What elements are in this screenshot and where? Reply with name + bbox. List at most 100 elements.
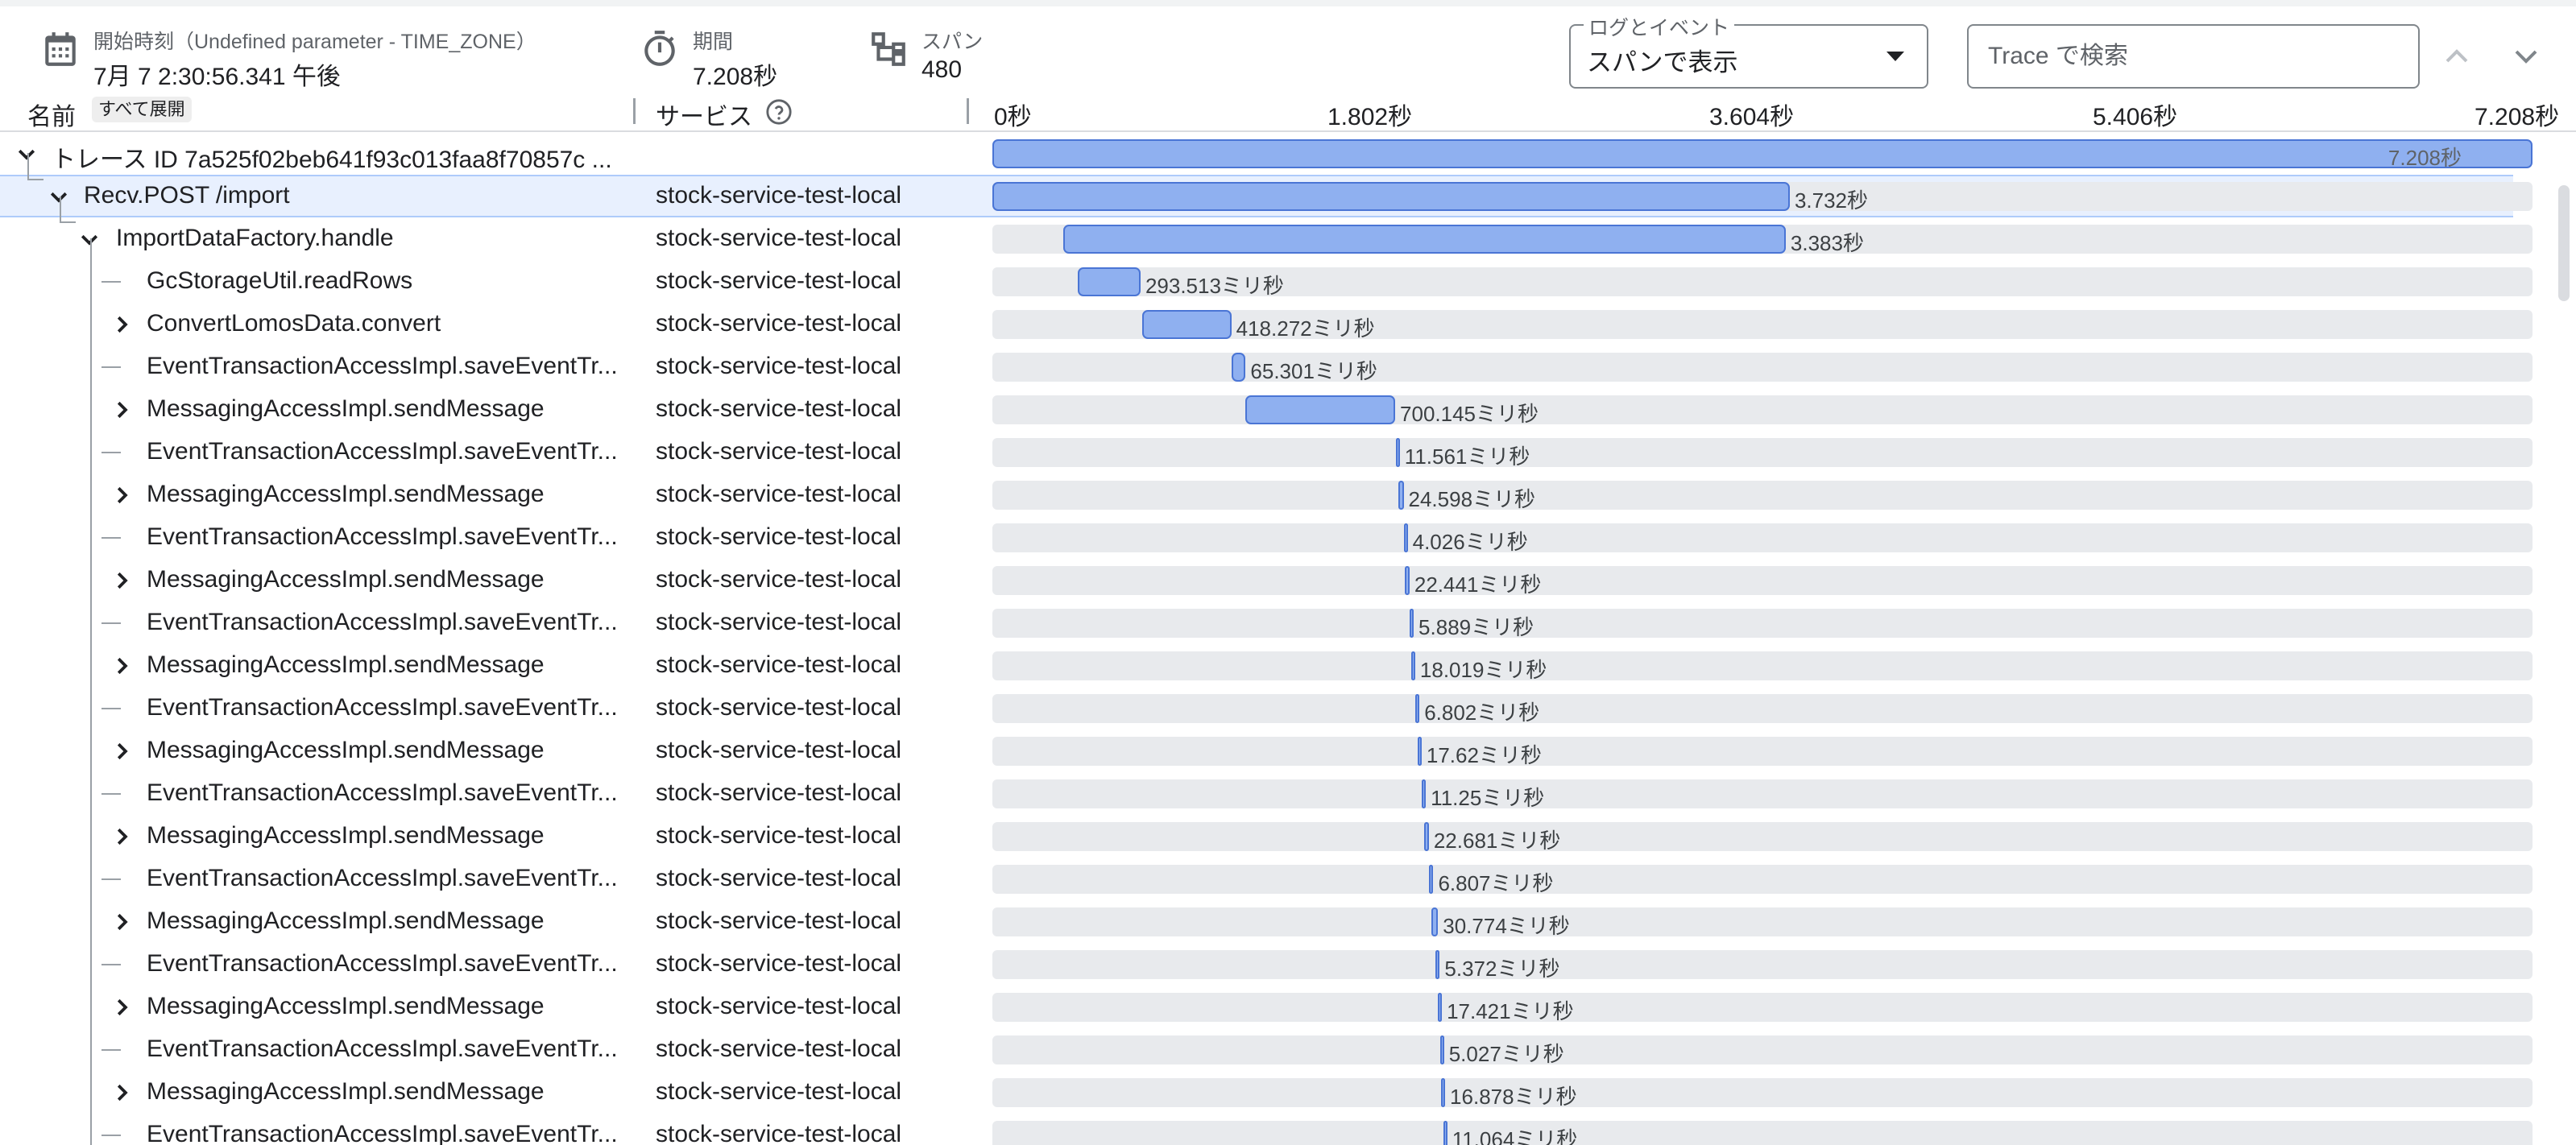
span-row[interactable]: ImportDataFactory.handle stock-service-te… [0,217,2533,260]
span-duration-bar[interactable] [1410,651,1415,680]
tree-guide-line [90,238,92,1145]
help-icon[interactable] [765,98,793,126]
chevron-right-icon[interactable] [110,398,134,422]
span-duration-label: 4.026ミリ秒 [1412,530,1528,554]
timeline-track [992,907,2533,936]
span-row[interactable]: ConvertLomosData.convert stock-service-te… [0,303,2533,345]
span-name: MessagingAccessImpl.sendMessage [147,737,545,763]
span-row[interactable]: EventTransactionAccessImpl.saveEventTr..… [0,516,2533,559]
span-service: stock-service-test-local [656,865,902,891]
chevron-right-icon[interactable] [110,995,134,1019]
span-row[interactable]: EventTransactionAccessImpl.saveEventTr..… [0,772,2533,815]
span-duration-bar[interactable] [1232,353,1246,382]
span-row[interactable]: MessagingAccessImpl.sendMessage stock-ser… [0,730,2533,772]
column-resize-handle[interactable] [633,98,636,124]
span-row[interactable]: EventTransactionAccessImpl.saveEventTr..… [0,1114,2533,1145]
span-name: EventTransactionAccessImpl.saveEventTr..… [147,694,618,721]
tree-leaf-dash [101,1135,121,1136]
chevron-right-icon[interactable] [110,312,134,337]
column-resize-handle[interactable] [967,98,969,124]
name-column-header: 名前 [27,104,76,130]
chevron-right-icon[interactable] [110,825,134,849]
trace-header: 開始時刻（Undefined parameter - TIME_ZONE） 7月… [0,6,2576,90]
span-row[interactable]: EventTransactionAccessImpl.saveEventTr..… [0,431,2533,473]
span-duration-bar[interactable] [1141,310,1232,339]
span-row[interactable]: MessagingAccessImpl.sendMessage stock-ser… [0,900,2533,943]
span-duration-label: 16.878ミリ秒 [1450,1085,1577,1109]
chevron-down-icon[interactable] [77,227,101,251]
timeline-tick-label: 1.802秒 [1327,104,1413,130]
span-duration-bar[interactable] [1404,566,1410,595]
span-row[interactable]: EventTransactionAccessImpl.saveEventTr..… [0,687,2533,730]
span-duration-bar[interactable] [1443,1121,1447,1145]
span-service: stock-service-test-local [656,1035,902,1062]
span-name: EventTransactionAccessImpl.saveEventTr..… [147,865,618,891]
span-duration-bar[interactable] [1429,865,1434,894]
span-duration-bar[interactable] [1423,822,1429,851]
span-duration-label: 11.561ミリ秒 [1404,444,1530,469]
chevron-down-icon[interactable] [14,142,39,166]
span-duration-bar[interactable] [1439,1035,1444,1064]
span-duration-bar[interactable] [1398,481,1404,510]
span-count-value: 480 [921,56,963,83]
timeline-track [992,438,2533,467]
span-name: ImportDataFactory.handle [116,225,394,251]
span-row[interactable]: EventTransactionAccessImpl.saveEventTr..… [0,601,2533,644]
timeline-tick-label: 3.604秒 [1709,104,1795,130]
chevron-down-icon[interactable] [2507,37,2545,76]
span-duration-bar[interactable] [1078,267,1141,296]
span-duration-bar[interactable] [992,139,2533,168]
chevron-right-icon[interactable] [110,910,134,934]
span-row[interactable]: MessagingAccessImpl.sendMessage stock-ser… [0,559,2533,601]
chevron-right-icon[interactable] [110,568,134,593]
timeline-track [992,1078,2533,1107]
column-header: 名前 すべて展開 サービス 0秒 1.802秒 3.604秒 5.406秒 7.… [0,90,2576,132]
span-duration-bar[interactable] [1395,438,1400,467]
span-name: MessagingAccessImpl.sendMessage [147,566,545,593]
span-duration-bar[interactable] [1441,1078,1446,1107]
span-row[interactable]: GcStorageUtil.readRows stock-service-test… [0,260,2533,303]
span-service: stock-service-test-local [656,950,902,977]
span-count-label: スパン [921,31,984,53]
span-row[interactable]: MessagingAccessImpl.sendMessage stock-ser… [0,644,2533,687]
span-row[interactable]: MessagingAccessImpl.sendMessage stock-ser… [0,473,2533,516]
chevron-down-icon[interactable] [47,184,71,209]
span-duration-bar[interactable] [1431,907,1439,936]
span-duration-label: 22.681ミリ秒 [1433,829,1561,853]
span-duration-bar[interactable] [1062,225,1786,254]
span-duration-bar[interactable] [1438,993,1443,1022]
span-service: stock-service-test-local [656,993,902,1019]
expand-all-button[interactable]: すべて展開 [92,97,192,122]
span-row[interactable]: Recv.POST /import stock-service-test-loca… [0,175,2533,217]
span-row[interactable]: EventTransactionAccessImpl.saveEventTr..… [0,858,2533,900]
span-duration-bar[interactable] [1417,737,1422,766]
span-service: stock-service-test-local [656,822,902,849]
span-duration-bar[interactable] [1245,395,1396,424]
chevron-right-icon[interactable] [110,483,134,507]
log-events-dropdown[interactable]: ログとイベント スパンで表示 [1569,12,1928,89]
span-row[interactable]: MessagingAccessImpl.sendMessage stock-ser… [0,1071,2533,1114]
chevron-right-icon[interactable] [110,654,134,678]
scrollbar-thumb[interactable] [2558,185,2570,301]
span-row[interactable]: MessagingAccessImpl.sendMessage stock-ser… [0,815,2533,858]
span-duration-bar[interactable] [1422,779,1427,808]
span-duration-bar[interactable] [1415,694,1420,723]
span-row[interactable]: トレース ID 7a525f02beb641f93c013faa8f70857c… [0,132,2533,175]
span-service: stock-service-test-local [656,481,902,507]
chevron-up-icon[interactable] [2437,37,2476,76]
span-duration-bar[interactable] [1403,523,1408,552]
trace-search-input[interactable] [1967,24,2420,89]
span-row[interactable]: MessagingAccessImpl.sendMessage stock-ser… [0,986,2533,1028]
span-duration-bar[interactable] [1435,950,1440,979]
span-duration-label: 17.421ミリ秒 [1447,999,1574,1023]
span-duration-bar[interactable] [992,182,1790,211]
span-duration-bar[interactable] [1410,609,1414,638]
span-row[interactable]: EventTransactionAccessImpl.saveEventTr..… [0,1028,2533,1071]
chevron-right-icon[interactable] [110,739,134,763]
span-tree-icon [872,32,905,66]
span-row[interactable]: EventTransactionAccessImpl.saveEventTr..… [0,345,2533,388]
span-row[interactable]: MessagingAccessImpl.sendMessage stock-ser… [0,388,2533,431]
span-service: stock-service-test-local [656,353,902,379]
chevron-right-icon[interactable] [110,1081,134,1105]
span-row[interactable]: EventTransactionAccessImpl.saveEventTr..… [0,943,2533,986]
